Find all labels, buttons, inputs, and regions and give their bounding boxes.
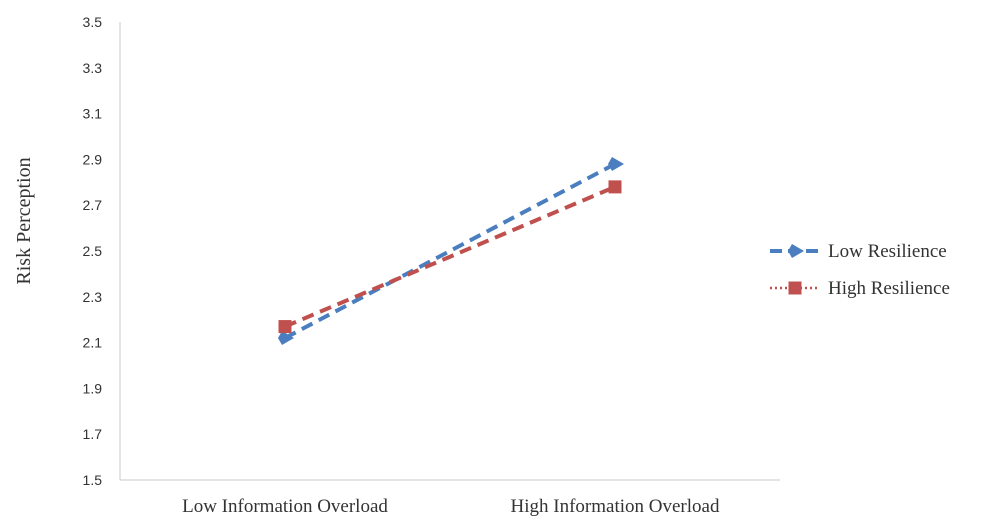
data-point-low-resilience	[278, 331, 294, 346]
series-line-high-resilience	[284, 185, 616, 329]
y-axis-title: Risk Perception	[13, 157, 35, 284]
data-point-high-resilience	[278, 320, 292, 334]
x-category-label: High Information Overload	[511, 496, 720, 517]
series-markers	[278, 156, 624, 346]
y-tick-label: 2.5	[83, 243, 103, 259]
x-category-labels: Low Information Overload High Information…	[182, 496, 720, 517]
series-line-low-resilience	[284, 162, 616, 340]
series-lines	[284, 162, 616, 340]
legend: Low Resilience High Resilience	[770, 241, 950, 299]
y-tick-label: 2.3	[83, 289, 103, 305]
y-tick-label: 2.9	[83, 151, 103, 167]
y-tick-label: 3.1	[83, 106, 103, 122]
data-point-high-resilience	[788, 281, 802, 295]
legend-label: High Resilience	[828, 278, 950, 299]
x-category-label: Low Information Overload	[182, 496, 388, 517]
y-tick-label: 3.5	[83, 14, 103, 30]
y-tick-label: 1.5	[83, 472, 103, 488]
y-tick-label: 1.7	[83, 426, 103, 442]
data-point-low-resilience	[788, 244, 804, 258]
data-point-low-resilience	[608, 156, 624, 171]
y-tick-label: 2.7	[83, 197, 103, 213]
y-tick-label: 2.1	[83, 335, 103, 351]
y-tick-label: 3.3	[83, 60, 103, 76]
y-tick-label: 1.9	[83, 380, 103, 396]
legend-label: Low Resilience	[828, 241, 947, 262]
data-point-high-resilience	[608, 180, 622, 194]
y-tick-labels: 1.5 1.7 1.9 2.1 2.3 2.5 2.7 2.9 3.1 3.3 3.5	[83, 14, 103, 488]
